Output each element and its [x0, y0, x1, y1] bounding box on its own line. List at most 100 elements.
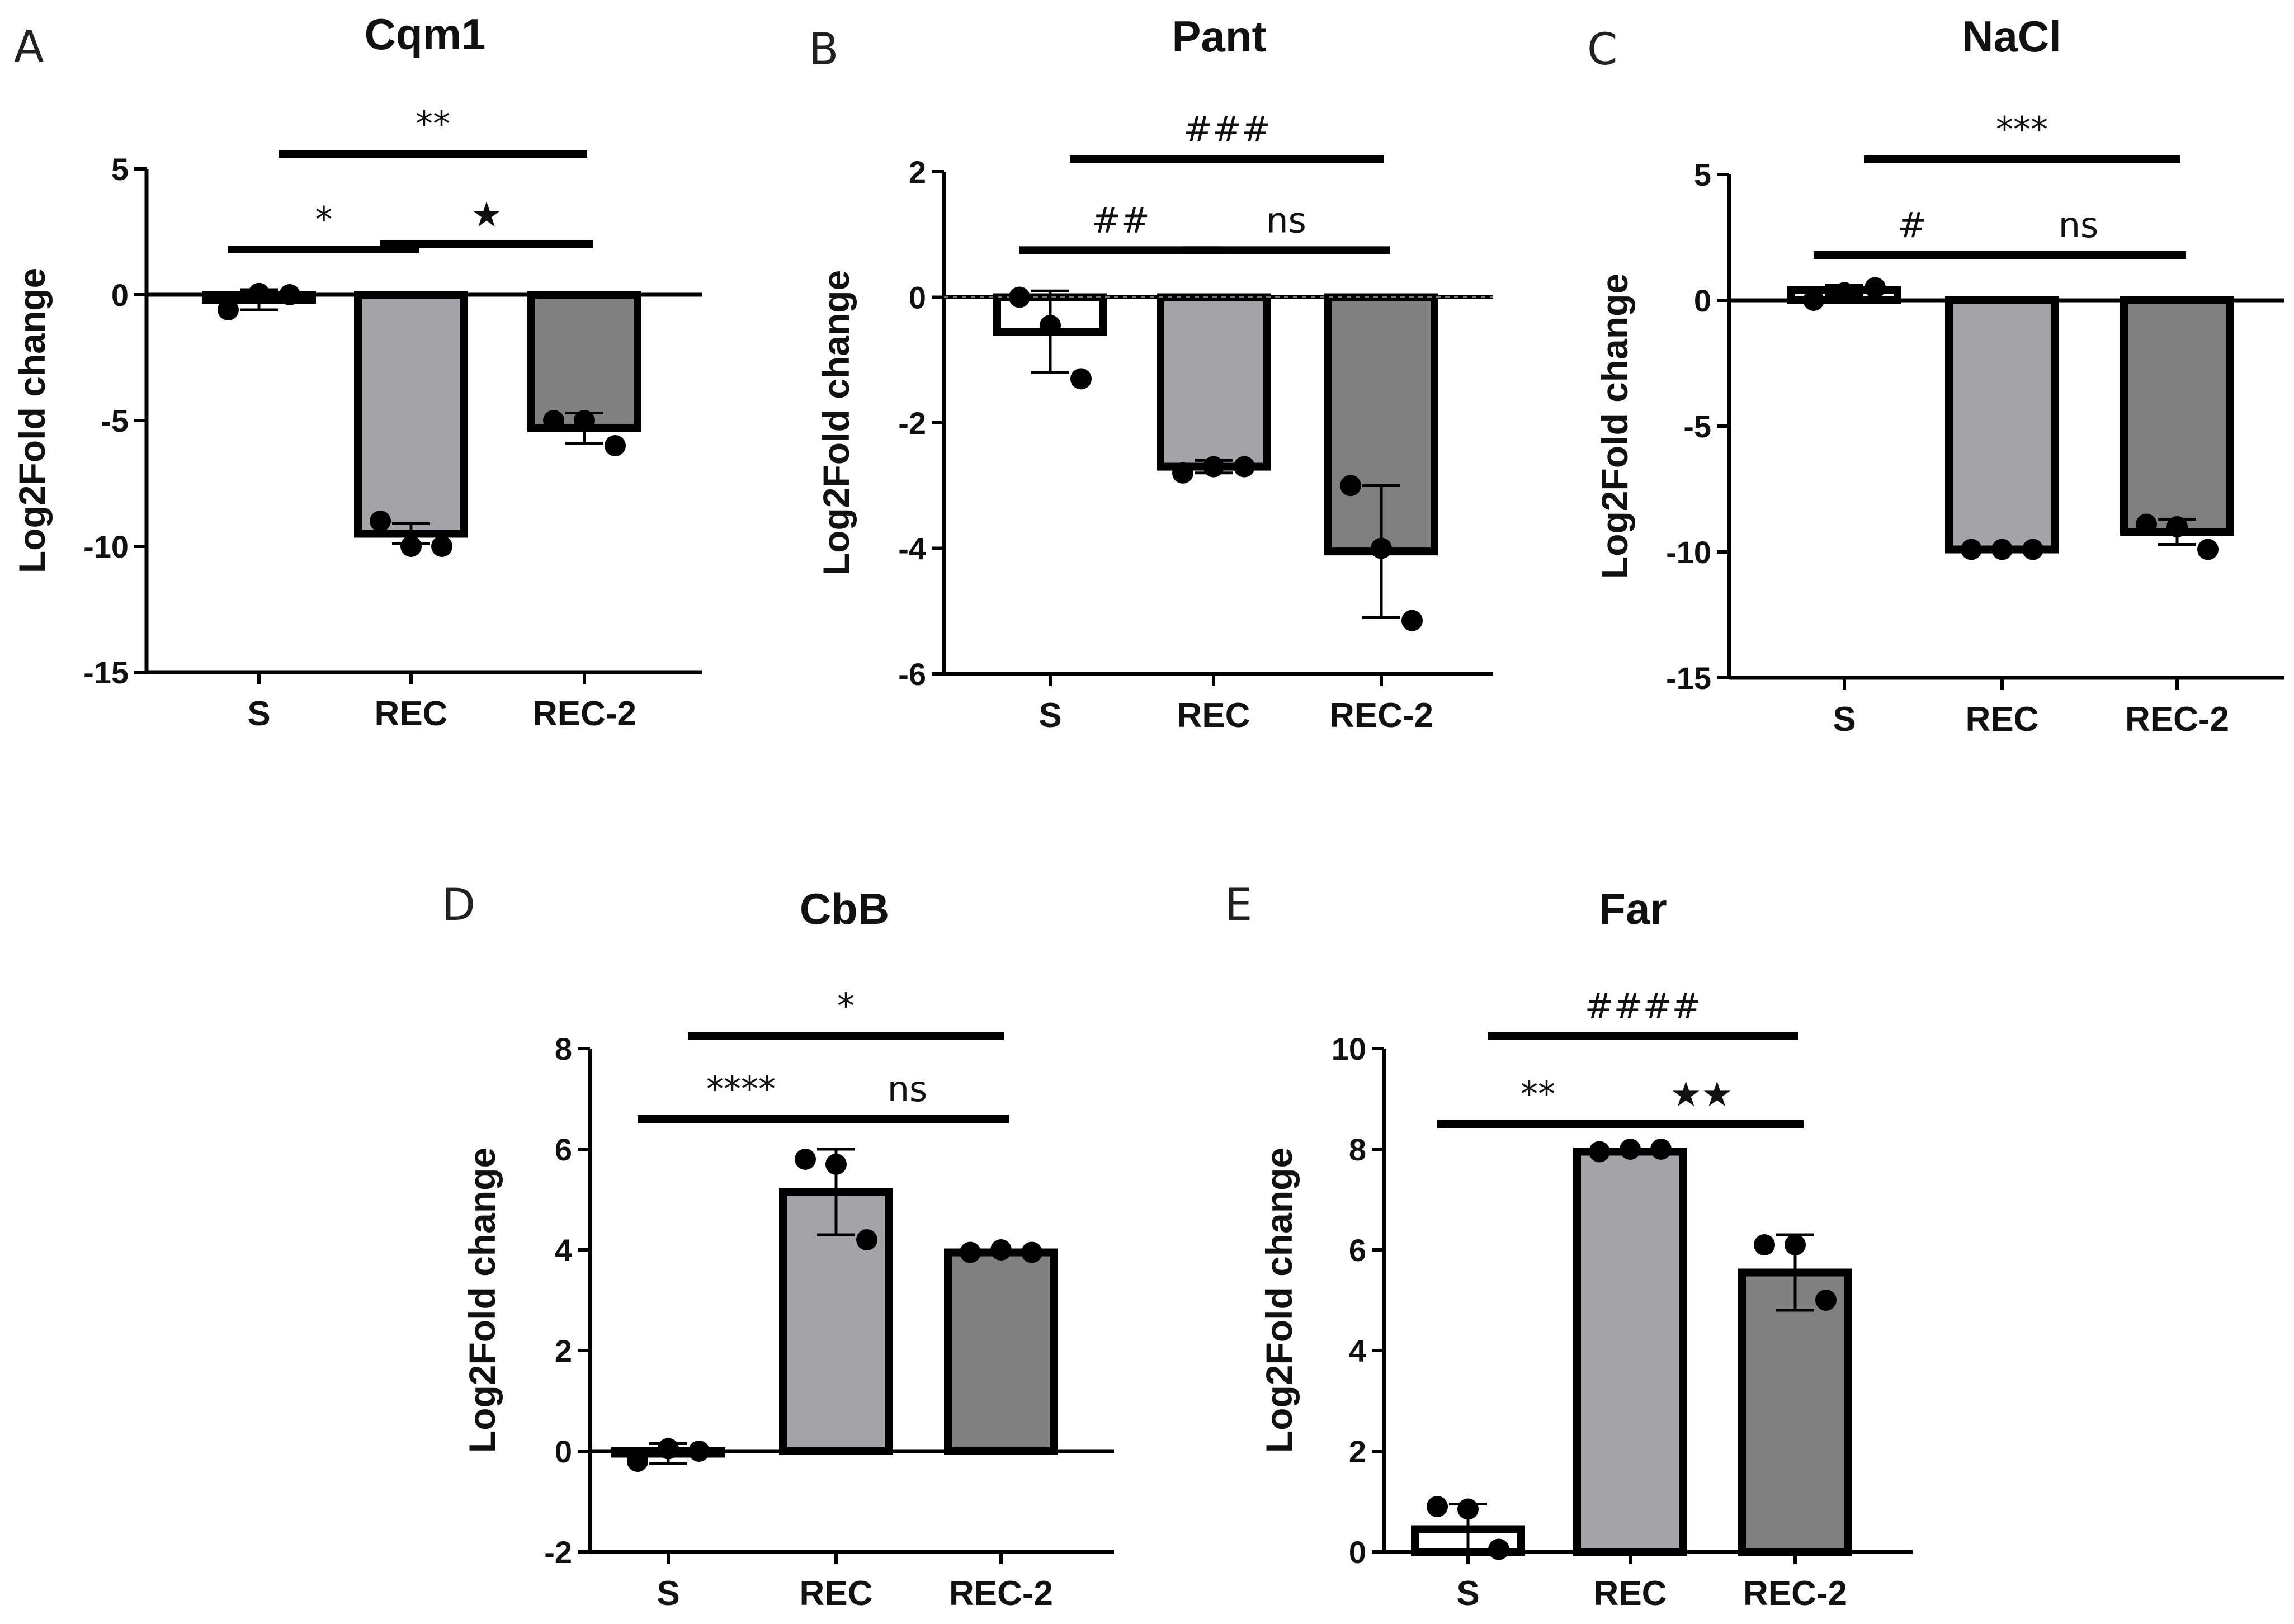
data-point — [1234, 456, 1255, 478]
category-label-s: S — [247, 695, 270, 733]
y-tick-label: -15 — [83, 655, 129, 690]
significance-label: # — [1897, 205, 1927, 246]
category-label-rec-2: REC-2 — [2125, 700, 2229, 739]
y-tick-label: -2 — [898, 405, 926, 441]
significance-label: #### — [1585, 986, 1701, 1027]
bar-rec-2 — [527, 291, 641, 432]
bar-rec — [1573, 1148, 1687, 1556]
y-axis-label: Log2Fold change — [11, 268, 53, 573]
y-axis-label: Log2Fold change — [461, 1148, 503, 1453]
significance-label: ns — [888, 1069, 928, 1110]
significance-label: **** — [706, 1069, 776, 1110]
panel-title: Far — [1599, 884, 1667, 933]
data-point — [1340, 475, 1361, 497]
category-label-s: S — [1039, 696, 1061, 735]
data-point — [990, 1239, 1012, 1261]
category-label-rec: REC — [800, 1574, 873, 1613]
significance-label: ★ — [471, 194, 502, 235]
data-point — [825, 1154, 847, 1175]
data-point — [1815, 1290, 1837, 1311]
panel-b: B Pant Log2Fold change 2 0 -2 -4 -6 S REC REC-2 ## n… — [809, 12, 1493, 735]
panel-letter: E — [1225, 880, 1252, 931]
panel-title: CbB — [800, 884, 889, 933]
data-point — [1457, 1498, 1479, 1520]
bar-rec — [1157, 293, 1271, 471]
y-tick-label: 10 — [1332, 1031, 1366, 1066]
data-point — [2197, 539, 2219, 560]
data-point — [1620, 1139, 1641, 1160]
data-point — [1488, 1538, 1509, 1560]
y-tick-label: 2 — [555, 1333, 572, 1368]
data-point — [400, 536, 422, 557]
y-tick-label: 2 — [1349, 1434, 1366, 1469]
y-tick-label: -10 — [1666, 535, 1711, 570]
y-tick-label: 8 — [1349, 1132, 1366, 1167]
y-tick-label: -6 — [898, 657, 926, 692]
data-point — [1401, 610, 1423, 631]
significance-label: ns — [2059, 205, 2099, 246]
y-tick-label: -2 — [544, 1535, 572, 1570]
data-point — [1650, 1139, 1672, 1160]
data-point — [1589, 1141, 1610, 1163]
data-point — [370, 511, 391, 532]
data-point — [1371, 537, 1392, 559]
panel-letter: B — [809, 25, 839, 75]
category-label-rec-2: REC-2 — [949, 1574, 1053, 1613]
significance-label: ** — [1521, 1074, 1555, 1115]
category-label-rec: REC — [1966, 700, 2039, 739]
y-tick-label: -5 — [101, 403, 129, 438]
category-label-rec-2: REC-2 — [1743, 1574, 1847, 1613]
y-tick-label: 8 — [555, 1031, 572, 1066]
data-point — [1865, 277, 1886, 299]
data-point — [2136, 513, 2157, 535]
bar-rec — [1945, 296, 2059, 554]
category-label-s: S — [1833, 700, 1856, 739]
panel-title: Cqm1 — [365, 10, 486, 59]
significance-label: ** — [416, 103, 450, 144]
y-tick-label: -10 — [83, 529, 129, 564]
panel-letter: C — [1587, 25, 1617, 75]
data-point — [627, 1451, 648, 1472]
y-tick-label: -15 — [1666, 660, 1711, 696]
panel-e: E Far Log2Fold change 10 8 6 4 2 0 S REC REC-2 ** ★★ #… — [1225, 880, 1913, 1613]
data-point — [431, 536, 452, 557]
data-point — [1009, 286, 1030, 308]
significance-label: *** — [1996, 109, 2048, 150]
y-tick-label: 0 — [1349, 1535, 1366, 1570]
y-axis-label: Log2Fold change — [1258, 1148, 1300, 1453]
data-point — [1991, 539, 2013, 560]
data-point — [658, 1438, 679, 1460]
category-label-s: S — [657, 1574, 679, 1613]
y-tick-label: 2 — [909, 154, 926, 190]
significance-label: * — [315, 199, 333, 240]
bar-rec — [354, 291, 468, 538]
data-point — [795, 1149, 816, 1170]
category-label-rec-2: REC-2 — [1329, 696, 1433, 735]
data-point — [1834, 282, 1855, 304]
y-tick-label: 0 — [555, 1434, 572, 1469]
data-point — [960, 1241, 981, 1263]
category-label-rec: REC — [1594, 1574, 1667, 1613]
y-tick-label: 4 — [1349, 1333, 1366, 1368]
data-point — [574, 410, 595, 431]
data-point — [543, 410, 564, 431]
panel-letter: A — [14, 22, 44, 72]
significance-label: ## — [1092, 200, 1150, 240]
data-point — [1021, 1241, 1042, 1263]
y-tick-label: 0 — [909, 280, 926, 315]
data-point — [1203, 456, 1224, 478]
y-tick-label: -5 — [1683, 409, 1711, 444]
data-point — [218, 299, 239, 320]
data-point — [2166, 516, 2188, 537]
y-axis-label: Log2Fold change — [1594, 273, 1635, 579]
bar-rec-2 — [944, 1248, 1058, 1455]
bar-rec-2 — [2120, 296, 2234, 536]
data-point — [1785, 1234, 1806, 1255]
y-tick-label: 0 — [111, 277, 129, 313]
data-point — [1803, 290, 1824, 311]
panel-letter: D — [442, 880, 475, 931]
y-tick-label: 5 — [111, 152, 129, 187]
data-point — [1070, 368, 1092, 390]
data-point — [1040, 315, 1061, 337]
